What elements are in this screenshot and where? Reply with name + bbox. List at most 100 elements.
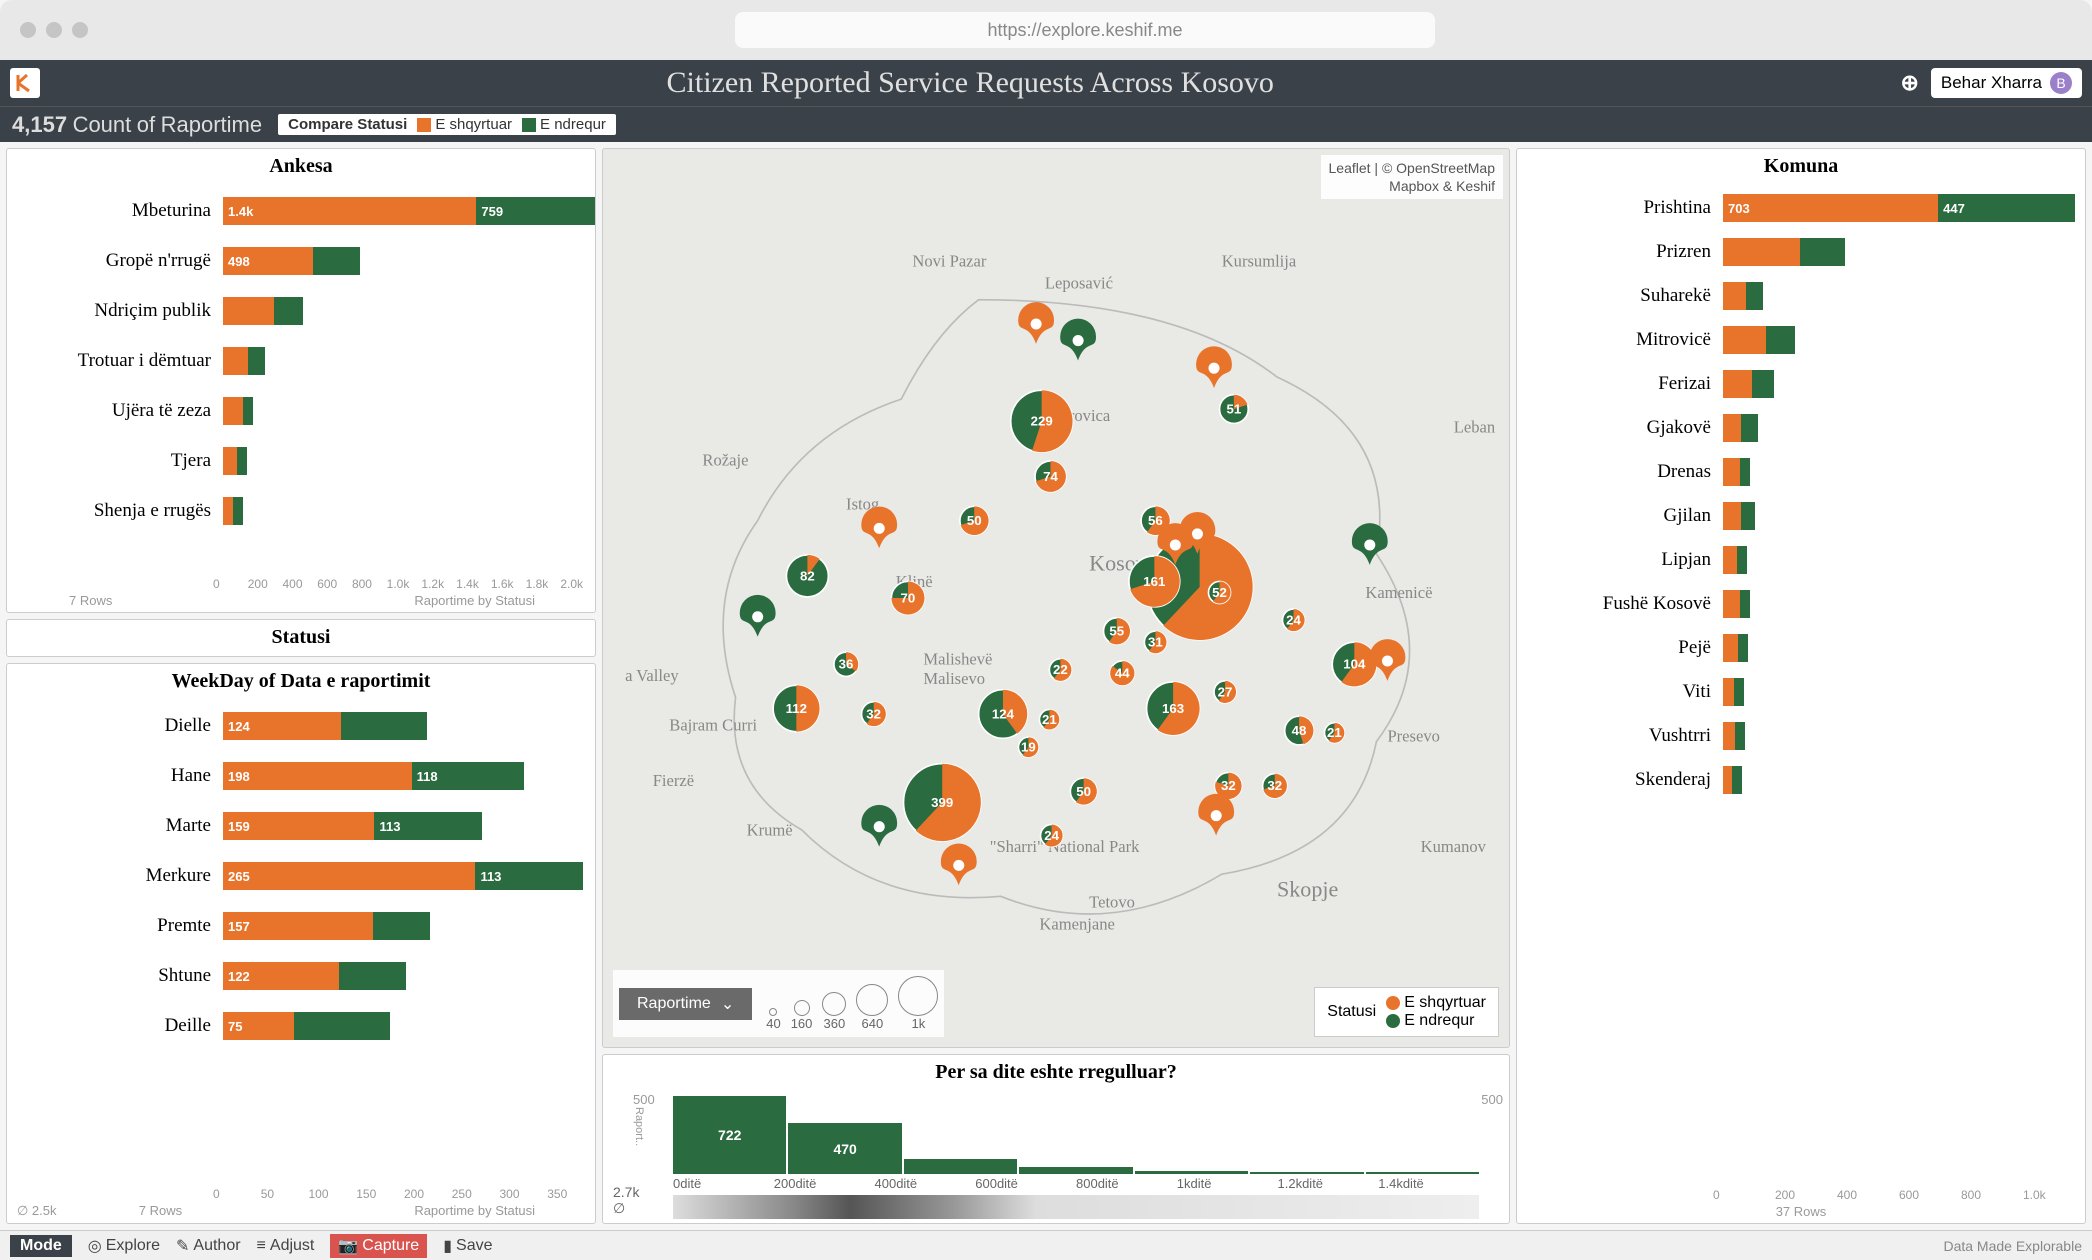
statusi-title[interactable]: Statusi xyxy=(7,620,595,653)
map-cluster[interactable]: 50 xyxy=(1070,778,1097,805)
map-cluster[interactable]: 19 xyxy=(1018,737,1038,757)
map-cluster[interactable]: 36 xyxy=(834,652,858,676)
histo-bar[interactable] xyxy=(1019,1167,1132,1174)
map-pin[interactable] xyxy=(1196,346,1232,388)
bar-row[interactable]: Pejë xyxy=(1527,626,2075,670)
bar-row[interactable]: Gropë n'rrugë 498 xyxy=(17,236,585,286)
bar-row[interactable]: Gjilan xyxy=(1527,494,2075,538)
bar-row[interactable]: Premte 157 xyxy=(17,901,585,951)
bar-row[interactable]: Marte 159 113 xyxy=(17,801,585,851)
map-panel[interactable]: Novi PazarLeposavićKursumlijaRožajeMitro… xyxy=(602,148,1510,1048)
bar-row[interactable]: Vushtrri xyxy=(1527,714,2075,758)
bar-seg-2 xyxy=(1732,766,1742,794)
map-pin[interactable] xyxy=(861,805,897,847)
map-pin[interactable] xyxy=(1370,639,1406,681)
map-cluster[interactable]: 124 xyxy=(979,690,1028,739)
bar-row[interactable]: Mitrovicë xyxy=(1527,318,2075,362)
map-cluster[interactable]: 399 xyxy=(904,764,981,841)
bar-row[interactable]: Suharekë xyxy=(1527,274,2075,318)
map-cluster[interactable]: 52 xyxy=(1208,581,1230,603)
map-pin[interactable] xyxy=(941,844,977,886)
bar-row[interactable]: Prizren xyxy=(1527,230,2075,274)
map-place-label: Krumë xyxy=(747,821,793,840)
bar-row[interactable]: Ujëra të zeza xyxy=(17,386,585,436)
map-pin[interactable] xyxy=(1060,319,1096,361)
close-traffic-light[interactable] xyxy=(20,22,36,38)
weekday-title[interactable]: WeekDay of Data e raportimit xyxy=(7,664,595,697)
mode-adjust[interactable]: ≡ Adjust xyxy=(257,1237,315,1255)
bar-row[interactable]: Shtune 122 xyxy=(17,951,585,1001)
histo-bar[interactable] xyxy=(1135,1171,1248,1174)
histo-bar[interactable]: 470 xyxy=(788,1123,901,1174)
app-logo[interactable] xyxy=(10,68,40,98)
bar-row[interactable]: Dielle 124 xyxy=(17,701,585,751)
bar-row[interactable]: Lipjan xyxy=(1527,538,2075,582)
map-cluster[interactable]: 82 xyxy=(786,555,828,597)
histo-bar[interactable] xyxy=(904,1159,1017,1174)
bar-row[interactable]: Fushë Kosovë xyxy=(1527,582,2075,626)
bar-row[interactable]: Ndriçim publik xyxy=(17,286,585,336)
bar-row[interactable]: Merkure 265 113 xyxy=(17,851,585,901)
bar-row[interactable]: Deille 75 xyxy=(17,1001,585,1051)
map-cluster[interactable]: 21 xyxy=(1324,723,1344,743)
map-cluster[interactable]: 50 xyxy=(960,506,989,535)
map-cluster[interactable]: 22 xyxy=(1049,659,1071,681)
bar-row[interactable]: Gjakovë xyxy=(1527,406,2075,450)
map-measure-dropdown[interactable]: Raportime⌄ xyxy=(619,988,752,1020)
bar-row[interactable]: Trotuar i dëmtuar xyxy=(17,336,585,386)
bar-seg-1 xyxy=(1723,634,1738,662)
komuna-title[interactable]: Komuna xyxy=(1517,149,2085,182)
bar-row[interactable]: Prishtina 703 447 xyxy=(1527,186,2075,230)
map-cluster[interactable]: 55 xyxy=(1104,618,1131,645)
mode-author[interactable]: ✎ Author xyxy=(176,1236,241,1256)
mode-explore[interactable]: ◎ Explore xyxy=(88,1236,160,1256)
map-cluster[interactable]: 24 xyxy=(1283,609,1305,631)
mode-capture[interactable]: 📷 Capture xyxy=(330,1234,427,1258)
user-badge[interactable]: Behar Xharra B xyxy=(1931,68,2082,98)
map-pin[interactable] xyxy=(861,507,897,549)
map-cluster[interactable]: 51 xyxy=(1220,395,1249,424)
map-cluster[interactable]: 163 xyxy=(1147,682,1200,735)
map-cluster[interactable]: 104 xyxy=(1332,642,1376,686)
mode-save[interactable]: ▮ Save xyxy=(443,1236,492,1256)
map-cluster[interactable]: 48 xyxy=(1285,716,1314,745)
map-cluster[interactable]: 161 xyxy=(1129,556,1180,607)
map-pin[interactable] xyxy=(1352,523,1388,565)
map-cluster[interactable]: 32 xyxy=(862,702,886,726)
map-cluster[interactable]: 27 xyxy=(1214,681,1236,703)
map-cluster[interactable]: 31 xyxy=(1144,631,1166,653)
bar-row[interactable]: Drenas xyxy=(1527,450,2075,494)
map-cluster[interactable]: 229 xyxy=(1011,390,1073,452)
map-pin[interactable] xyxy=(740,595,776,637)
map-cluster[interactable]: 112 xyxy=(773,685,819,731)
map-cluster[interactable]: 24 xyxy=(1041,825,1063,847)
bar-row[interactable]: Viti xyxy=(1527,670,2075,714)
map-pin[interactable] xyxy=(1198,794,1234,836)
map-pin[interactable] xyxy=(1018,302,1054,344)
url-bar[interactable]: https://explore.keshif.me xyxy=(735,12,1435,48)
bar-row[interactable]: Hane 198 118 xyxy=(17,751,585,801)
histo-bar[interactable]: 722 xyxy=(673,1096,786,1174)
bar-row[interactable]: Skenderaj xyxy=(1527,758,2075,802)
histo-bar[interactable] xyxy=(1366,1172,1479,1174)
map-canvas[interactable]: Novi PazarLeposavićKursumlijaRožajeMitro… xyxy=(603,149,1509,1047)
histogram-title[interactable]: Per sa dite eshte rregulluar? xyxy=(603,1055,1509,1088)
map-cluster[interactable]: 32 xyxy=(1263,774,1287,798)
bar-row[interactable]: Mbeturina 1.4k 759 xyxy=(17,186,585,236)
compare-legend[interactable]: Compare Statusi E shqyrtuar E ndrequr xyxy=(278,114,616,135)
map-cluster[interactable]: 21 xyxy=(1039,710,1059,730)
maximize-traffic-light[interactable] xyxy=(72,22,88,38)
map-cluster[interactable]: 44 xyxy=(1110,661,1134,685)
legend-status-2[interactable]: E ndrequr xyxy=(522,116,606,133)
histo-bar[interactable] xyxy=(1250,1172,1363,1174)
map-cluster[interactable]: 74 xyxy=(1035,461,1066,492)
bar-row[interactable]: Shenja e rrugës xyxy=(17,486,585,536)
bar-row[interactable]: Tjera xyxy=(17,436,585,486)
add-icon[interactable]: ⊕ xyxy=(1900,70,1918,96)
minimize-traffic-light[interactable] xyxy=(46,22,62,38)
map-cluster[interactable]: 70 xyxy=(891,581,924,614)
bar-row[interactable]: Ferizai xyxy=(1527,362,2075,406)
histo-brush[interactable] xyxy=(673,1195,1479,1219)
ankesa-title[interactable]: Ankesa xyxy=(7,149,595,182)
legend-status-1[interactable]: E shqyrtuar xyxy=(417,116,512,133)
